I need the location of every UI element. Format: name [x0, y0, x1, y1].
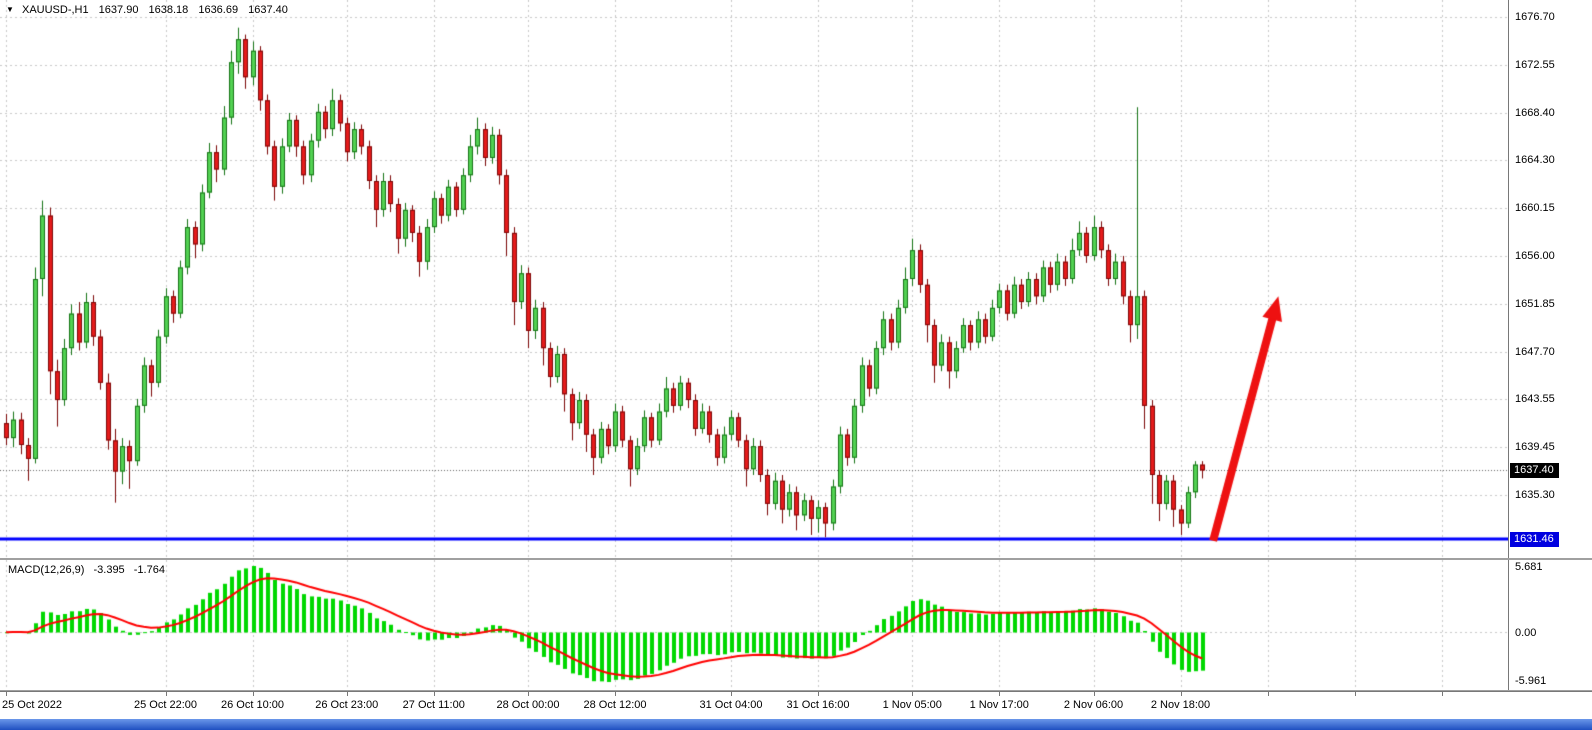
time-axis-label: 1 Nov 17:00 [969, 699, 1029, 711]
macd-indicator-canvas[interactable] [0, 560, 1508, 690]
price-axis-label: 1672.55 [1515, 59, 1555, 72]
price-axis-label: 1656.00 [1515, 249, 1555, 262]
price-chart-canvas[interactable] [0, 0, 1508, 558]
time-axis-label: 28 Oct 12:00 [583, 699, 647, 711]
price-axis-label: 1651.85 [1515, 297, 1555, 310]
macd-name: MACD(12,26,9) [8, 564, 85, 576]
chart-header: ▼ XAUUSD-,H1 1637.90 1638.18 1636.69 163… [6, 4, 295, 16]
price-axis-label: 1676.70 [1515, 11, 1555, 24]
price-axis-label: 1660.15 [1515, 202, 1555, 215]
time-axis-tick [1442, 692, 1443, 696]
symbol-dropdown-icon[interactable]: ▼ [6, 5, 14, 14]
time-axis-tick [166, 692, 167, 696]
ohlc-high-value: 1638.18 [148, 4, 189, 16]
time-axis-label: 31 Oct 04:00 [699, 699, 763, 711]
time-axis-tick [347, 692, 348, 696]
time-axis-tick [6, 692, 7, 696]
time-axis-tick [999, 692, 1000, 696]
symbol-timeframe-label: XAUUSD-,H1 [21, 4, 89, 16]
time-axis-tick [1268, 692, 1269, 696]
time-axis-label: 2 Nov 18:00 [1150, 699, 1211, 711]
time-axis-label: 1 Nov 05:00 [882, 699, 942, 711]
time-axis-tick [818, 692, 819, 696]
support-price-badge: 1631.46 [1510, 531, 1559, 547]
price-axis-label: 1643.55 [1515, 393, 1555, 406]
price-axis-label: 1668.40 [1515, 106, 1555, 119]
time-axis-tick [253, 692, 254, 696]
macd-axis-label-max: 5.681 [1515, 561, 1543, 573]
time-axis-label: 27 Oct 11:00 [402, 699, 465, 711]
time-axis-separator [0, 690, 1592, 691]
time-axis-tick [731, 692, 732, 696]
time-axis-tick [615, 692, 616, 696]
time-axis-label: 25 Oct 22:00 [134, 699, 197, 711]
macd-main-value: -3.395 [93, 564, 125, 576]
macd-axis-label-zero: 0.00 [1515, 626, 1537, 639]
time-axis-tick [912, 692, 913, 696]
time-axis-label: 2 Nov 06:00 [1063, 699, 1124, 711]
price-axis[interactable]: 1676.70 1672.55 1668.40 1664.30 1660.15 1656.… [1508, 0, 1592, 719]
macd-signal-value: -1.764 [133, 564, 165, 576]
price-axis-label: 1635.30 [1515, 488, 1555, 501]
ohlc-low-value: 1636.69 [198, 4, 239, 16]
time-axis-tick [528, 692, 529, 696]
macd-axis-label-min: -5.961 [1515, 675, 1547, 687]
time-axis-tick [434, 692, 435, 696]
macd-indicator-label: MACD(12,26,9) -3.395 -1.764 [8, 564, 171, 576]
time-axis-tick [1355, 692, 1356, 696]
time-axis-label: 26 Oct 23:00 [315, 699, 379, 711]
price-axis-label: 1664.30 [1515, 154, 1555, 167]
time-axis-label: 31 Oct 16:00 [786, 699, 850, 711]
pane-separator[interactable] [0, 558, 1592, 560]
price-axis-label: 1647.70 [1515, 345, 1555, 358]
current-price-badge: 1637.40 [1510, 463, 1559, 479]
price-axis-label: 1639.45 [1515, 440, 1555, 453]
ohlc-open-value: 1637.90 [98, 4, 139, 16]
time-axis-tick [1181, 692, 1182, 696]
ohlc-close-value: 1637.40 [248, 4, 288, 16]
time-axis-label: 28 Oct 00:00 [496, 699, 560, 711]
time-axis[interactable]: 25 Oct 2022 25 Oct 22:00 26 Oct 10:00 26 Oc… [0, 691, 1592, 720]
window-bottom-border [0, 719, 1592, 730]
time-axis-label: 25 Oct 2022 [2, 699, 62, 711]
time-axis-label: 26 Oct 10:00 [221, 699, 284, 711]
time-axis-tick [1094, 692, 1095, 696]
